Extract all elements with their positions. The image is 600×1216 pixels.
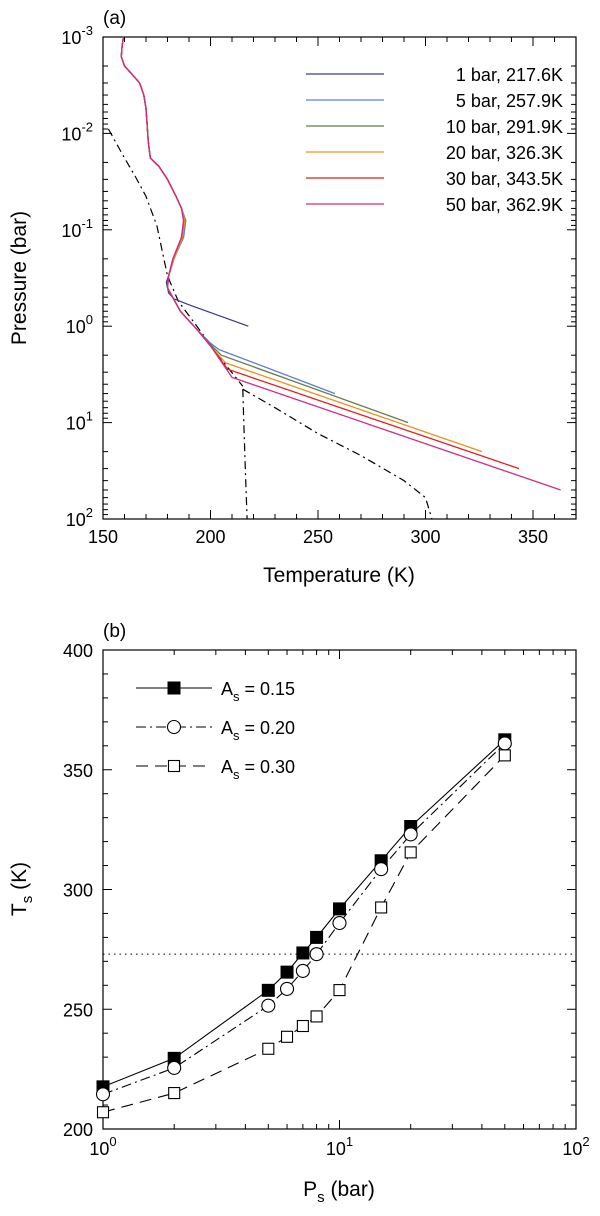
panel-b-data-point <box>333 984 346 997</box>
panel-b-legend: As = 0.15 As = 0.20 As = 0.30 <box>136 679 295 782</box>
panel-a-reference-curve <box>242 389 248 520</box>
panel-b-data-point <box>295 963 310 978</box>
panel-a-series-line <box>120 36 483 453</box>
panel-b-legend-label: As = 0.20 <box>221 718 295 743</box>
panel-b-data-point <box>309 947 324 962</box>
panel-b-data-point <box>280 965 294 979</box>
panel-a-series <box>107 36 561 520</box>
panel-b-data-point <box>95 1087 111 1102</box>
panel-b-data-point <box>261 983 275 997</box>
panel-b-data-point <box>167 1060 182 1075</box>
panel-b-data-point <box>374 862 389 877</box>
panel-a-x-tick-labels: 150 200 250 300 350 <box>88 527 548 547</box>
panel-b-legend-label: As = 0.15 <box>221 679 295 704</box>
panel-a-legend-label: 10 bar, 291.9K <box>446 117 563 137</box>
panel-b-x-tick-label: 100 <box>89 1134 116 1159</box>
panel-a-legend: 1 bar, 217.6K 5 bar, 257.9K 10 bar, 291.9K… <box>306 65 563 215</box>
panel-b-x-axis-title: Ps (bar) <box>303 1178 375 1206</box>
panel-b-series <box>95 733 576 1119</box>
panel-a-label: (a) <box>103 8 126 29</box>
panel-b-data-point <box>296 1019 309 1033</box>
panel-b-data-point <box>261 998 276 1013</box>
panel-b-x-tick-labels: 100 101 102 <box>89 1134 589 1159</box>
panel-b: (b) As = 0.15 As = 0.20 As = 0.30 200 250 30… <box>8 621 590 1206</box>
panel-a-series-line <box>120 36 561 491</box>
panel-b-data-point <box>375 901 388 914</box>
panel-b-data-point <box>296 946 310 960</box>
panel-a-series-line <box>120 36 409 424</box>
panel-b-y-axis-title: Ts (K) <box>8 862 36 916</box>
panel-a-x-tick-label: 350 <box>518 527 548 547</box>
panel-a-legend-label: 50 bar, 362.9K <box>446 195 563 215</box>
panel-a-x-axis-title: Temperature (K) <box>263 564 415 587</box>
panel-a: (a) 1 bar, 217.6K 5 bar, 257.9K 10 bar, 29… <box>8 8 577 587</box>
panel-b-y-tick-label: 300 <box>63 881 93 901</box>
panel-a-x-tick-label: 250 <box>303 527 333 547</box>
panel-b-data-point <box>404 846 417 859</box>
panel-b-legend-label: As = 0.30 <box>221 757 295 782</box>
panel-b-data-point <box>497 736 512 751</box>
panel-b-legend-marker <box>167 759 181 773</box>
panel-a-series-line <box>120 36 249 327</box>
panel-a-x-tick-label: 300 <box>410 527 440 547</box>
panel-a-y-tick-label: 101 <box>66 409 93 434</box>
panel-b-data-point <box>332 915 347 931</box>
panel-b-legend-marker <box>166 719 182 735</box>
panel-b-y-tick-label: 250 <box>63 1000 93 1020</box>
panel-a-legend-label: 5 bar, 257.9K <box>456 91 563 111</box>
panel-a-y-tick-label: 10-2 <box>61 119 93 144</box>
panel-a-y-tick-labels: 10-3 10-2 10-1 100 101 102 <box>61 23 93 530</box>
panel-b-data-point <box>310 930 324 944</box>
panel-b-data-point <box>96 1106 110 1119</box>
panel-b-y-tick-label: 200 <box>63 1120 93 1140</box>
panel-a-reference-curve <box>107 128 244 387</box>
panel-b-series-line <box>102 739 506 1088</box>
panel-a-legend-label: 30 bar, 343.5K <box>446 169 563 189</box>
panel-b-series-line <box>102 743 506 1095</box>
panel-b-data-point <box>403 827 418 842</box>
panel-a-y-axis-title: Pressure (bar) <box>8 211 31 345</box>
panel-b-data-point <box>279 981 295 996</box>
panel-a-x-tick-label: 200 <box>195 527 225 547</box>
panel-b-data-point <box>333 902 346 916</box>
panel-b-x-tick-label: 102 <box>562 1134 589 1159</box>
panel-a-y-tick-label: 10-3 <box>61 23 93 48</box>
panel-a-legend-label: 1 bar, 217.6K <box>456 65 563 85</box>
panel-a-legend-label: 20 bar, 326.3K <box>446 143 563 163</box>
panel-a-reference-curve <box>242 388 433 520</box>
panel-a-x-tick-label: 150 <box>88 527 118 547</box>
panel-a-ticks <box>102 36 577 519</box>
panel-a-y-tick-label: 10-1 <box>61 216 93 241</box>
panel-b-ticks <box>102 649 576 1130</box>
panel-b-data-point <box>498 749 511 762</box>
panel-b-y-tick-label: 400 <box>63 641 93 661</box>
panel-a-y-tick-label: 100 <box>66 312 93 337</box>
panel-b-data-point <box>168 1087 181 1100</box>
panel-b-data-point <box>262 1042 275 1055</box>
panel-b-data-point <box>280 1030 294 1043</box>
panel-b-series-line <box>102 755 506 1113</box>
panel-b-legend-marker <box>167 681 181 695</box>
panel-b-data-point <box>310 1010 323 1023</box>
panel-b-x-tick-label: 101 <box>326 1134 353 1159</box>
panel-b-y-tick-labels: 200 250 300 350 400 <box>63 641 93 1140</box>
panel-b-label: (b) <box>103 621 126 642</box>
panel-b-y-tick-label: 350 <box>63 761 93 781</box>
panel-a-y-tick-label: 102 <box>66 505 93 530</box>
